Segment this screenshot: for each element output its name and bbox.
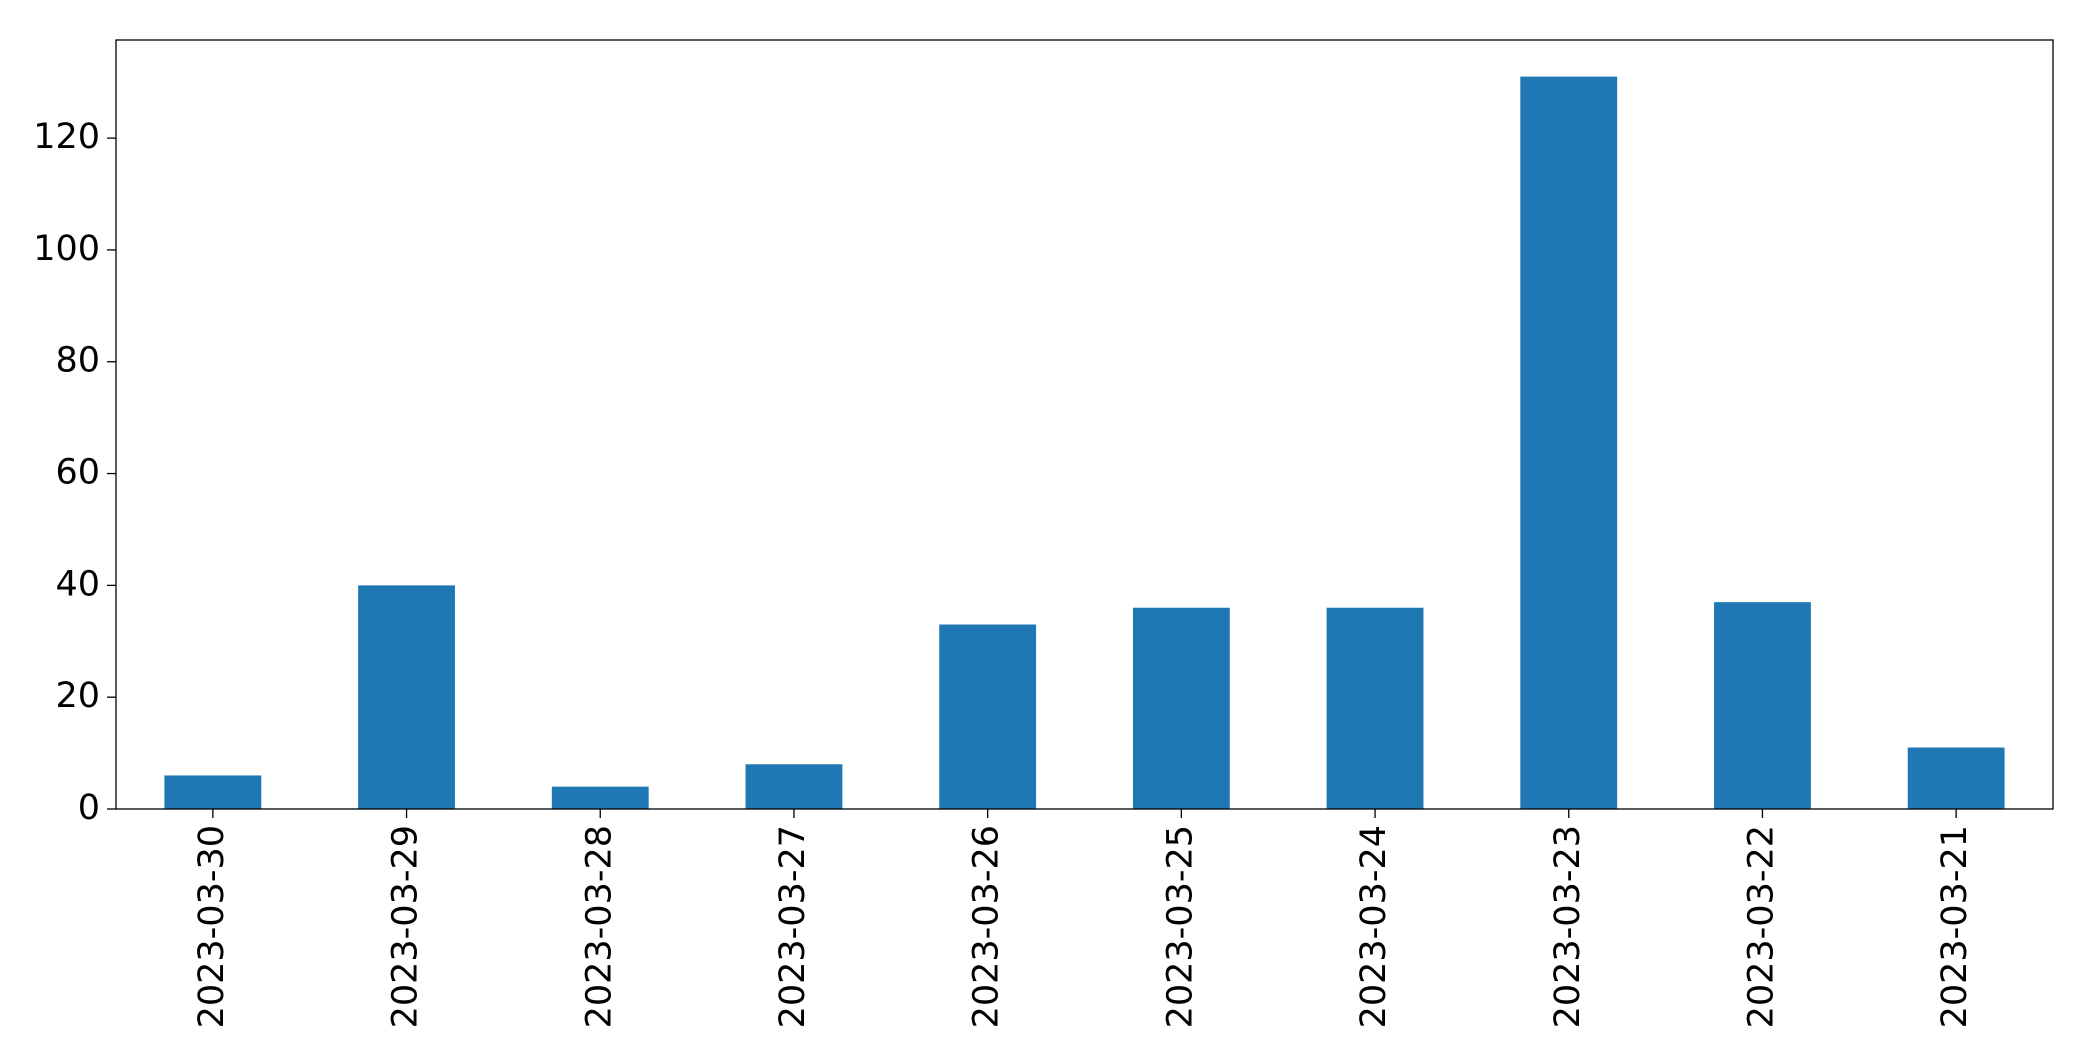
bar [745, 764, 843, 809]
y-tick-label: 60 [55, 453, 100, 493]
y-tick-label: 100 [33, 229, 100, 269]
bar [551, 786, 649, 809]
x-tick-label: 2023-03-21 [1935, 825, 1975, 1028]
x-tick-label: 2023-03-23 [1548, 825, 1588, 1028]
bar [164, 775, 262, 809]
bar [1520, 76, 1618, 810]
bar [1907, 747, 2005, 809]
x-tick-label: 2023-03-28 [579, 825, 619, 1028]
x-tick-label: 2023-03-25 [1160, 825, 1200, 1028]
bar [1714, 602, 1811, 809]
y-tick-label: 40 [55, 564, 100, 604]
y-tick-label: 20 [55, 676, 100, 716]
x-tick-label: 2023-03-24 [1354, 825, 1394, 1028]
x-tick-label: 2023-03-27 [773, 825, 813, 1028]
bar [1132, 607, 1230, 809]
y-tick-label: 0 [78, 788, 100, 828]
x-tick-label: 2023-03-30 [192, 825, 232, 1028]
bar [1326, 607, 1424, 809]
bar [939, 624, 1037, 809]
x-tick-label: 2023-03-22 [1741, 825, 1781, 1028]
x-tick-label: 2023-03-29 [386, 825, 426, 1028]
plot-frame [115, 39, 2054, 810]
y-tick-label: 80 [55, 341, 100, 381]
y-tick-label: 120 [33, 117, 100, 157]
x-tick-label: 2023-03-26 [967, 825, 1007, 1028]
bar [358, 585, 455, 809]
